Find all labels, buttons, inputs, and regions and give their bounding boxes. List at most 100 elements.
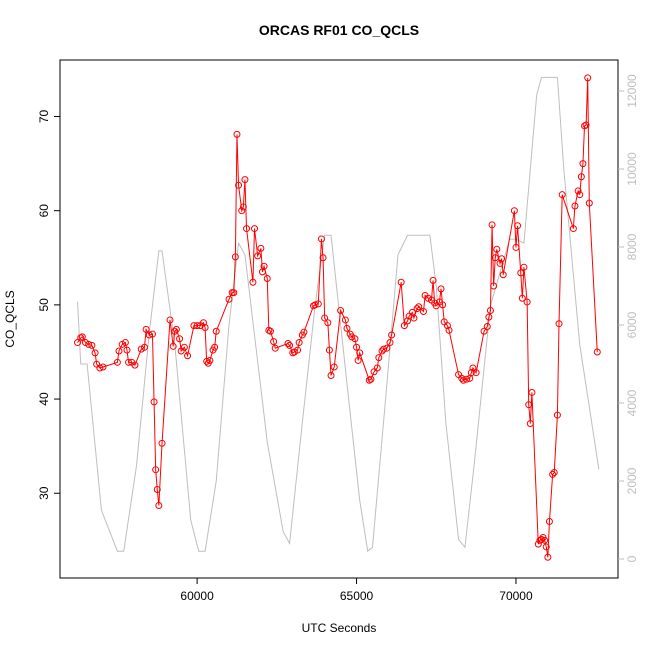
data-point xyxy=(553,411,561,419)
data-point xyxy=(325,346,333,354)
y-tick-label: 70 xyxy=(37,110,51,124)
data-point xyxy=(85,340,93,348)
data-point xyxy=(356,349,364,357)
y-tick-label: 30 xyxy=(37,486,51,500)
data-point xyxy=(225,295,233,303)
data-point xyxy=(496,259,504,267)
data-point xyxy=(354,356,362,364)
data-point xyxy=(493,245,501,253)
data-point xyxy=(488,221,496,229)
data-point xyxy=(152,466,160,474)
data-point xyxy=(365,376,373,384)
x-tick-label: 70000 xyxy=(499,589,533,603)
data-point xyxy=(155,501,163,509)
data-point xyxy=(125,358,133,366)
data-point xyxy=(142,325,150,333)
data-point xyxy=(180,343,188,351)
data-point xyxy=(443,322,451,330)
data-point xyxy=(525,401,533,409)
data-point xyxy=(184,352,192,360)
x-tick-label: 60000 xyxy=(180,589,214,603)
data-point xyxy=(257,244,265,252)
data-point xyxy=(233,130,241,138)
data-point xyxy=(549,470,557,478)
data-point xyxy=(235,181,243,189)
data-point xyxy=(491,254,499,262)
data-point xyxy=(337,307,345,315)
data-point xyxy=(419,307,427,315)
y-axis-label: CO_QCLS xyxy=(3,290,17,347)
data-point xyxy=(410,314,418,322)
data-point xyxy=(415,303,423,311)
y2-tick-label: 4000 xyxy=(625,389,639,416)
data-point xyxy=(206,356,214,364)
data-point xyxy=(176,335,184,343)
data-point xyxy=(469,364,477,372)
data-point xyxy=(91,349,99,357)
data-point xyxy=(388,331,396,339)
data-point xyxy=(158,439,166,447)
data-point xyxy=(327,372,335,380)
data-point xyxy=(265,326,273,334)
data-point xyxy=(115,347,123,355)
data-point xyxy=(518,294,526,302)
series-line xyxy=(77,76,600,553)
data-point xyxy=(380,345,388,353)
data-point xyxy=(300,328,308,336)
data-point xyxy=(254,252,262,260)
data-point xyxy=(295,339,303,347)
data-point xyxy=(463,375,471,383)
data-point xyxy=(321,314,329,322)
data-point xyxy=(514,222,522,230)
data-point xyxy=(386,339,394,347)
data-point xyxy=(286,341,294,349)
data-point xyxy=(201,323,209,331)
plot-frame xyxy=(59,59,619,579)
data-point xyxy=(263,275,271,283)
data-point xyxy=(490,282,498,290)
data-point xyxy=(314,300,322,308)
chart-title: ORCAS RF01 CO_QCLS xyxy=(259,22,419,38)
data-point xyxy=(545,517,553,525)
data-point xyxy=(458,374,466,382)
data-point xyxy=(582,121,590,129)
data-point xyxy=(148,330,156,338)
data-point xyxy=(517,269,525,277)
data-point xyxy=(284,339,292,347)
data-point xyxy=(140,343,148,351)
data-point xyxy=(309,302,317,310)
data-point xyxy=(199,319,207,327)
data-point xyxy=(498,255,506,263)
data-point xyxy=(541,536,549,544)
data-point xyxy=(510,207,518,215)
data-point xyxy=(437,285,445,293)
data-point xyxy=(429,276,437,284)
data-point xyxy=(375,354,383,362)
data-point xyxy=(353,343,361,351)
data-point xyxy=(266,327,274,335)
data-point xyxy=(341,316,349,324)
data-point xyxy=(294,346,302,354)
data-point xyxy=(569,225,577,233)
data-point xyxy=(238,207,246,215)
data-point xyxy=(330,363,338,371)
data-point xyxy=(367,375,375,383)
x-tick-label: 65000 xyxy=(340,589,374,603)
data-point xyxy=(271,344,279,352)
y2-tick-label: 2000 xyxy=(625,467,639,494)
data-point xyxy=(319,254,327,262)
data-point xyxy=(251,225,259,233)
data-point xyxy=(373,364,381,372)
data-point xyxy=(483,323,491,331)
data-point xyxy=(169,342,177,350)
data-point xyxy=(585,199,593,207)
y2-tick-label: 0 xyxy=(625,555,639,562)
data-point xyxy=(526,420,534,428)
data-point xyxy=(88,341,96,349)
data-point xyxy=(260,262,268,270)
data-point xyxy=(172,325,180,333)
y-tick-label: 50 xyxy=(37,298,51,312)
data-point xyxy=(467,369,475,377)
data-point xyxy=(249,278,257,286)
y-tick-label: 60 xyxy=(37,204,51,218)
